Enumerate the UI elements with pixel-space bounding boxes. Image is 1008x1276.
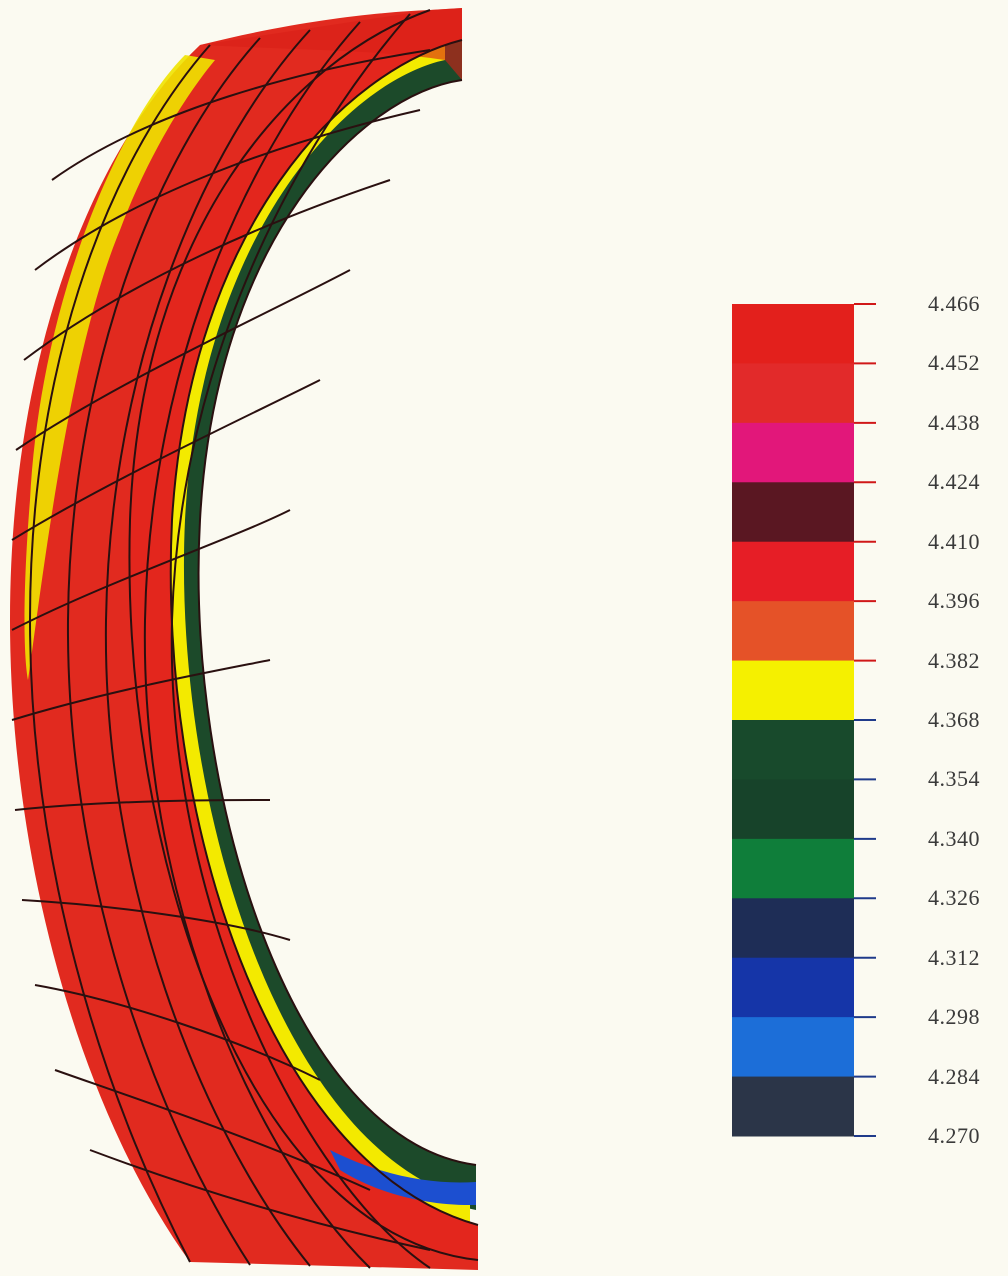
legend-label-15: 4.270 [928,1123,980,1148]
legend-band-14 [732,1076,854,1137]
blue-tip-region [330,1150,476,1206]
legend-band-10 [732,838,854,899]
legend-label-14: 4.284 [928,1063,980,1089]
legend-band-13 [732,1017,854,1078]
legend-band-6 [732,601,854,662]
curved-shell-model [10,8,479,1270]
red-outer-surface [10,10,478,1270]
legend-band-9 [732,779,854,840]
legend-label-2: 4.452 [928,350,980,376]
legend-band-3 [732,422,854,483]
legend-color-bar [732,304,854,1137]
top-end-cap [200,8,462,80]
legend-label-7: 4.382 [928,647,980,673]
legend-label-5: 4.410 [928,528,980,554]
legend-band-2 [732,363,854,424]
legend-label-6: 4.396 [928,588,980,614]
mesh-lines [11,9,479,1269]
legend-label-11: 4.326 [928,885,980,911]
legend-label-3: 4.438 [928,409,980,435]
legend-label-4: 4.424 [928,469,980,495]
legend-label-10: 4.340 [928,825,980,851]
legend-band-7 [732,660,854,721]
red-outer-band [129,8,478,1260]
legend-label-8: 4.368 [928,707,980,732]
legend-label-1: 4.466 [928,291,980,316]
legend-label-12: 4.312 [928,944,980,970]
legend-label-13: 4.298 [928,1004,980,1030]
legend-band-11 [732,898,854,959]
legend-band-4 [732,482,854,543]
yellow-outer-patch [24,55,215,680]
legend-band-8 [732,720,854,780]
legend-band-12 [732,957,854,1018]
legend-label-9: 4.354 [928,766,980,792]
legend-ticks [854,303,876,1137]
legend-band-1 [732,304,854,364]
legend-band-5 [732,541,854,602]
